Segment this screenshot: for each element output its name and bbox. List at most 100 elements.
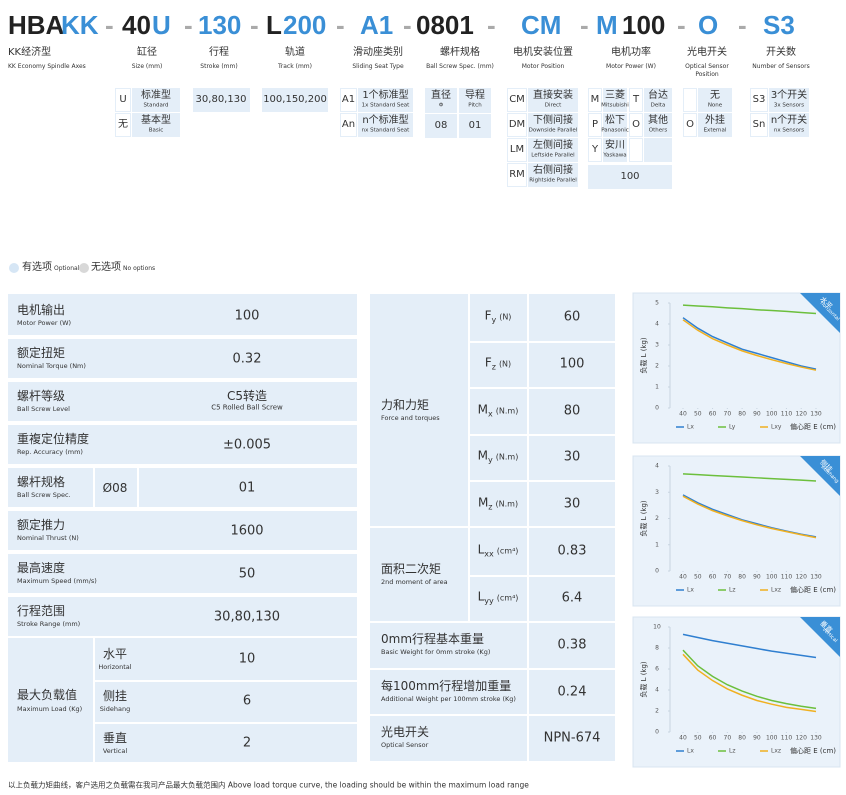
option-sublabel: None <box>707 102 723 109</box>
sub-label: Ø08 <box>102 481 128 495</box>
code-segment: A1 <box>360 10 394 40</box>
separator <box>8 466 357 468</box>
y-tick-label: 2 <box>655 515 659 522</box>
legend-label: Lxy <box>771 424 782 431</box>
sub-label: 侧挂 <box>102 689 128 703</box>
option-value: 08 <box>434 120 448 131</box>
separator <box>527 715 529 762</box>
x-tick-label: 40 <box>679 411 687 418</box>
option-code: LM <box>509 144 525 155</box>
column-title: 行程 <box>209 47 229 58</box>
option-label: 右侧间接 <box>533 165 573 176</box>
option-code-cell <box>588 88 602 112</box>
code-segment: L <box>266 10 282 40</box>
separator <box>8 378 357 380</box>
option-code: M <box>590 94 600 105</box>
legend-dot <box>9 263 19 273</box>
option-label: n个标准型 <box>362 115 409 126</box>
item-label-part: L <box>477 542 485 557</box>
series-line <box>682 495 817 539</box>
column-subtitle: KK Economy Spindle Axes <box>8 63 86 70</box>
option-cell <box>358 113 413 137</box>
option-code: DM <box>508 119 526 130</box>
code-segment: - <box>677 10 686 40</box>
option-cell <box>528 138 578 162</box>
row-value: 30 <box>563 449 581 465</box>
y-tick-label: 4 <box>655 463 659 470</box>
series-line <box>682 633 817 659</box>
y-tick-label: 5 <box>655 300 659 307</box>
option-cell <box>132 88 180 112</box>
code-segment: 100 <box>622 10 666 40</box>
x-tick-label: 80 <box>738 411 746 418</box>
row-sublabel: Ball Screw Level <box>17 404 70 413</box>
legend-label: Lz <box>729 587 736 594</box>
separator <box>370 714 615 717</box>
row-label: 额定扭矩 <box>17 346 66 360</box>
column-subtitle: Motor Power (W) <box>606 63 656 70</box>
option-label: 基本型 <box>141 115 171 126</box>
option-sublabel: Mitsubishi <box>601 102 629 109</box>
item-label-part: M <box>477 448 489 463</box>
row-label: 0mm行程基本重量 <box>381 632 485 646</box>
option-code: 无 <box>118 119 128 130</box>
separator <box>370 761 615 764</box>
option-label: n个开关 <box>770 115 808 126</box>
separator <box>8 464 357 466</box>
option-sublabel: Panasonic <box>601 127 629 134</box>
separator <box>93 638 95 764</box>
option-code: U <box>119 94 127 105</box>
option-cell <box>588 165 672 189</box>
option-sublabel: Downside Parallel <box>528 127 578 134</box>
item-label: Lxx (cm⁴) <box>478 543 519 558</box>
option-sublabel: External <box>703 127 727 134</box>
row-label: 螺杆等级 <box>17 389 66 403</box>
chart-badge <box>800 456 840 496</box>
option-label: 直接安装 <box>533 90 573 101</box>
separator <box>527 294 529 527</box>
y-tick-label: 4 <box>655 321 659 328</box>
column-subtitle: Stroke (mm) <box>200 63 238 70</box>
option-code: P <box>591 119 599 130</box>
y-tick-label: 0 <box>655 729 659 736</box>
option-sublabel: Direct <box>544 102 562 109</box>
row-value: 30,80,130 <box>213 609 281 625</box>
option-cell <box>459 114 491 138</box>
y-tick-label: 10 <box>653 624 661 631</box>
item-label-part: F <box>484 355 492 370</box>
row-sublabel: Rep. Accuracy (mm) <box>17 447 83 456</box>
item-label-part: x <box>488 409 493 419</box>
y-tick-label: 8 <box>655 645 659 652</box>
code-segment: O <box>698 10 719 40</box>
y-tick-label: 1 <box>655 541 659 548</box>
row-sublabel: Force and torques <box>381 413 440 422</box>
x-tick-label: 90 <box>753 411 761 418</box>
item-label: Lyy (cm⁴) <box>478 591 519 606</box>
column-subtitle: Size (mm) <box>131 63 163 70</box>
column-title: KK经济型 <box>8 47 52 58</box>
x-tick-label: 80 <box>738 574 746 581</box>
item-label: My (N.m) <box>478 449 519 464</box>
item-label-part: z <box>491 362 496 372</box>
option-label: 无 <box>710 90 720 101</box>
code-segment: - <box>336 10 345 40</box>
option-code: Sn <box>752 119 766 130</box>
legend-sublabel: No options <box>123 265 156 272</box>
separator <box>470 433 615 436</box>
row-label: 每100mm行程增加重量 <box>381 678 512 693</box>
chart-panel <box>632 616 841 768</box>
column-title: 螺杆规格 <box>440 47 480 58</box>
legend-label: Lx <box>687 424 694 431</box>
code-segment: - <box>487 10 496 40</box>
y-tick-label: 6 <box>655 666 659 673</box>
option-label: 1个标准型 <box>362 90 409 101</box>
option-sublabel: Basic <box>148 127 164 134</box>
column-subtitle: Track (mm) <box>278 63 312 70</box>
item-label-part: (N.m) <box>495 498 519 508</box>
force-table <box>370 294 615 762</box>
x-axis-label: 偏心距 E (cm) <box>790 746 836 755</box>
code-segment: HBA <box>8 10 65 40</box>
option-code-cell <box>507 138 527 162</box>
row-value: C5转造 <box>226 389 268 403</box>
